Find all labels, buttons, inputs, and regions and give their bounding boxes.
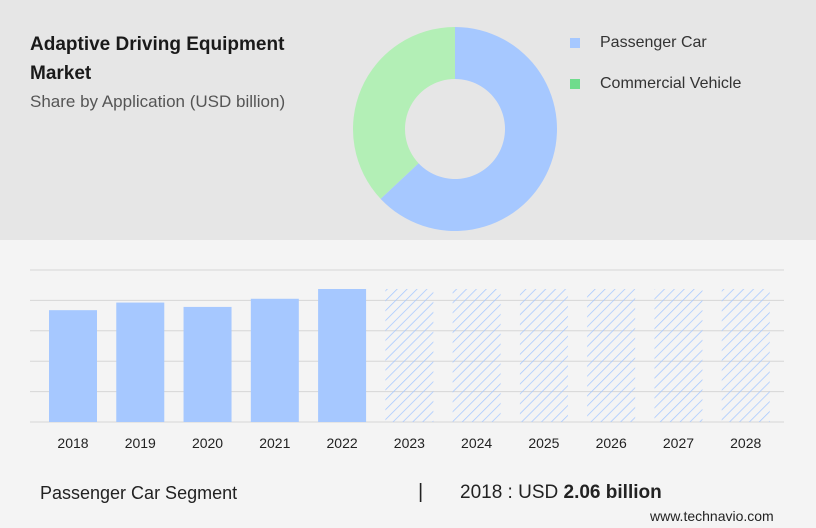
segment-value: 2018 : USD 2.06 billion [460,482,662,504]
chart-subtitle: Share by Application (USD billion) [30,92,286,111]
x-tick-label-2026: 2026 [596,435,627,451]
bar-2021 [250,298,299,422]
segment-label: Passenger Car Segment [40,483,238,503]
donut-chart [353,27,557,231]
x-tick-label-2027: 2027 [663,435,694,451]
x-tick-label-2025: 2025 [528,435,559,451]
x-tick-label-2020: 2020 [192,435,223,451]
legend-swatch-commercial-vehicle [570,79,580,89]
x-tick-label-2019: 2019 [125,435,156,451]
bar-2018 [49,310,97,422]
bar-2024 [452,289,501,422]
x-tick-label-2018: 2018 [57,435,88,451]
bar-2020 [183,306,232,422]
bar-chart: 2018 2019 2020 2021 2022 2023 2024 2025 2026 2027… [30,269,784,451]
donut-slice-commercial-vehicle [353,27,455,199]
x-tick-label-2023: 2023 [394,435,425,451]
bar-2028 [721,289,770,422]
donut-legend: Passenger Car Commercial Vehicle [570,32,741,114]
segment-value-amount: 2.06 billion [563,482,662,503]
x-tick-label-2021: 2021 [259,435,290,451]
legend-label-passenger-car: Passenger Car [600,34,707,51]
legend-item-commercial-vehicle: Commercial Vehicle [570,73,741,95]
source-watermark: www.technavio.com [650,508,774,524]
footer-separator: | [418,481,424,503]
legend-item-passenger-car: Passenger Car [570,32,741,54]
donut-slice-passenger-car [380,27,557,231]
x-tick-label-2028: 2028 [730,435,761,451]
bar-2022 [318,289,367,422]
legend-label-commercial-vehicle: Commercial Vehicle [600,75,742,92]
x-tick-label-2022: 2022 [327,435,358,451]
bar-2023 [385,289,434,422]
legend-swatch-passenger-car [570,38,580,48]
x-tick-label-2024: 2024 [461,435,492,451]
bar-2026 [587,289,636,422]
chart-title: Adaptive Driving Equipment Market [30,34,285,84]
bar-2025 [519,289,568,422]
segment-value-prefix: 2018 : USD [460,482,559,503]
bar-2019 [116,302,165,422]
bar-2027 [654,289,703,422]
